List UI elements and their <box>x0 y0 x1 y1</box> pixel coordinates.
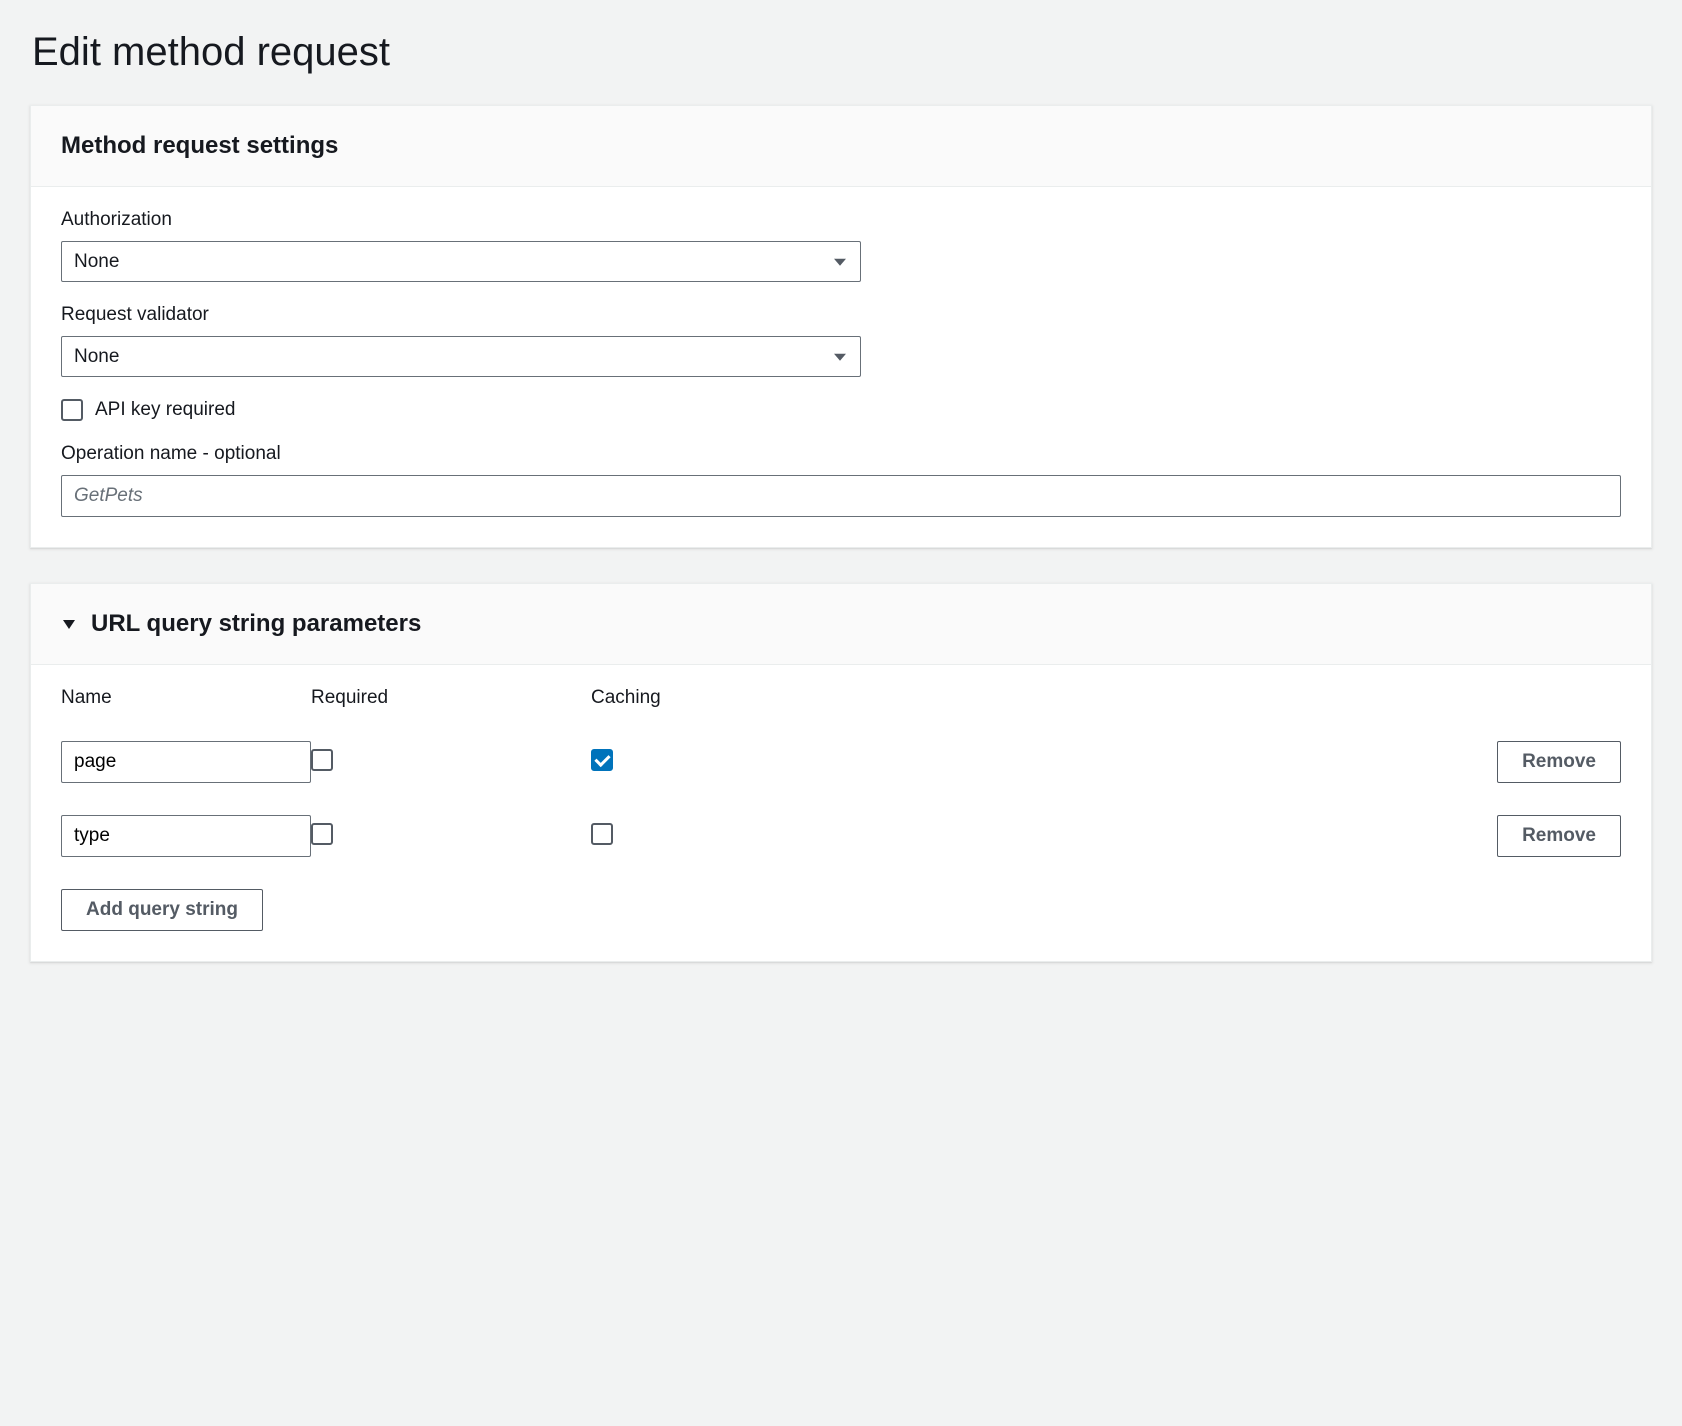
request-validator-select[interactable]: None <box>61 336 861 377</box>
authorization-select[interactable]: None <box>61 241 861 282</box>
settings-panel: Method request settings Authorization No… <box>30 105 1652 548</box>
settings-panel-body: Authorization None Request validator Non… <box>31 187 1651 547</box>
operation-name-label: Operation name - optional <box>61 443 1621 465</box>
operation-name-field: Operation name - optional <box>61 443 1621 517</box>
param-remove-cell: Remove <box>871 741 1621 783</box>
request-validator-label: Request validator <box>61 304 1621 326</box>
request-validator-field: Request validator None <box>61 304 1621 377</box>
api-key-required-field: API key required <box>61 399 1621 421</box>
param-required-cell <box>311 749 591 776</box>
param-caching-cell <box>591 823 871 850</box>
param-name-input[interactable] <box>61 741 311 783</box>
param-remove-cell: Remove <box>871 815 1621 857</box>
column-header-caching: Caching <box>591 687 871 709</box>
authorization-field: Authorization None <box>61 209 1621 282</box>
authorization-label: Authorization <box>61 209 1621 231</box>
query-params-panel-body: Name Required Caching Remove <box>31 665 1651 961</box>
api-key-required-checkbox[interactable] <box>61 399 83 421</box>
remove-button[interactable]: Remove <box>1497 815 1621 857</box>
param-caching-checkbox[interactable] <box>591 823 613 845</box>
param-caching-checkbox[interactable] <box>591 749 613 771</box>
param-required-checkbox[interactable] <box>311 823 333 845</box>
param-name-cell <box>61 741 311 783</box>
authorization-select-wrapper: None <box>61 241 861 282</box>
query-params-panel-title: URL query string parameters <box>91 610 421 638</box>
operation-name-input[interactable] <box>61 475 1621 517</box>
query-params-grid: Name Required Caching Remove <box>61 687 1621 857</box>
remove-button[interactable]: Remove <box>1497 741 1621 783</box>
query-params-panel: URL query string parameters Name Require… <box>30 583 1652 962</box>
param-name-input[interactable] <box>61 815 311 857</box>
expand-toggle-icon[interactable] <box>61 616 77 632</box>
column-header-name: Name <box>61 687 311 709</box>
param-required-checkbox[interactable] <box>311 749 333 771</box>
param-required-cell <box>311 823 591 850</box>
query-params-panel-header: URL query string parameters <box>31 584 1651 665</box>
settings-panel-title: Method request settings <box>61 132 338 160</box>
page-title: Edit method request <box>32 30 1652 75</box>
column-header-required: Required <box>311 687 591 709</box>
request-validator-select-wrapper: None <box>61 336 861 377</box>
add-query-string-button[interactable]: Add query string <box>61 889 263 931</box>
settings-panel-header: Method request settings <box>31 106 1651 187</box>
api-key-required-label: API key required <box>95 399 235 421</box>
add-query-string-row: Add query string <box>61 889 1621 931</box>
param-caching-cell <box>591 749 871 776</box>
param-name-cell <box>61 815 311 857</box>
